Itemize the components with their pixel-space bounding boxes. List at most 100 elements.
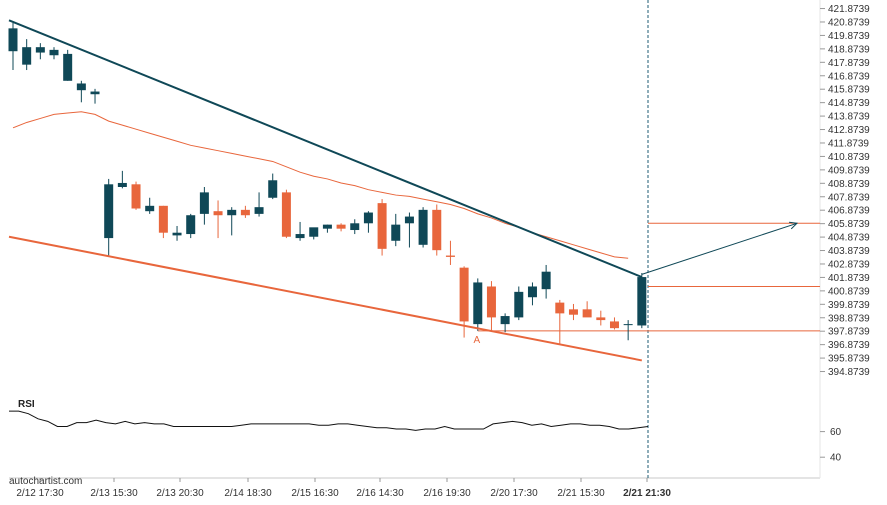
y-tick-label: 421.8739 bbox=[828, 4, 870, 15]
y-tick-label: 411.8739 bbox=[828, 138, 869, 149]
y-tick-label: 400.8739 bbox=[828, 286, 870, 297]
y-tick-label: 409.8739 bbox=[828, 165, 870, 176]
candle bbox=[445, 240, 455, 265]
candle-body bbox=[486, 286, 496, 318]
candle-body bbox=[131, 184, 141, 209]
axis-layer: 421.8739 420.8739 419.8739 418.8739 417.8739… bbox=[16, 4, 870, 499]
y-tick-label: 395.8739 bbox=[828, 354, 870, 365]
candle-body bbox=[172, 232, 182, 236]
candle bbox=[117, 170, 127, 189]
candle-body bbox=[363, 212, 373, 224]
y-tick-label: 394.8739 bbox=[828, 367, 870, 378]
candle bbox=[473, 278, 483, 331]
x-tick-label: 2/21 21:30 bbox=[623, 488, 671, 499]
candle-body bbox=[186, 215, 196, 235]
candle bbox=[186, 213, 196, 239]
candle bbox=[213, 200, 223, 239]
candle bbox=[486, 281, 496, 331]
candle bbox=[145, 197, 155, 214]
y-tick-label: 399.8739 bbox=[828, 300, 870, 311]
candle-body bbox=[527, 286, 537, 298]
candle-body bbox=[240, 209, 250, 216]
candle-body bbox=[637, 277, 647, 326]
candle-body bbox=[350, 223, 360, 231]
y-tick-label: 414.8739 bbox=[828, 98, 870, 109]
rsi-layer: 60 40 bbox=[9, 410, 842, 464]
x-tick-label: 2/13 20:30 bbox=[156, 488, 204, 499]
brand-logo-text: autochartist.com bbox=[9, 476, 82, 487]
candle-layer bbox=[8, 22, 647, 345]
y-tick-label: 405.8739 bbox=[828, 219, 870, 230]
projection-arrow-head bbox=[789, 221, 799, 230]
x-tick-label: 2/21 15:30 bbox=[557, 488, 605, 499]
candle-body bbox=[500, 316, 510, 325]
candle bbox=[336, 223, 346, 232]
candle-body bbox=[309, 227, 319, 237]
candle-body bbox=[117, 182, 127, 187]
candle bbox=[527, 282, 537, 306]
y-tick-label: 419.8739 bbox=[828, 31, 870, 42]
candle-body bbox=[609, 321, 619, 329]
grid-layer bbox=[9, 0, 821, 479]
support-trendline bbox=[8, 235, 643, 362]
rsi-title: RSI bbox=[18, 399, 35, 410]
candle-body bbox=[336, 224, 346, 229]
candle bbox=[377, 199, 387, 256]
candle bbox=[240, 205, 250, 218]
resistance-trendline bbox=[8, 19, 643, 278]
candle bbox=[391, 213, 401, 247]
candle bbox=[514, 286, 524, 321]
y-tick-label: 420.8739 bbox=[828, 17, 870, 28]
y-tick-label: 415.8739 bbox=[828, 85, 870, 96]
candle-body bbox=[623, 324, 633, 326]
candle-body bbox=[541, 271, 551, 290]
candle-body bbox=[8, 28, 18, 52]
y-tick-label: 413.8739 bbox=[828, 112, 870, 123]
candle bbox=[637, 273, 647, 329]
y-tick-label: 401.8739 bbox=[828, 273, 870, 284]
x-tick-label: 2/20 17:30 bbox=[490, 488, 538, 499]
candle bbox=[295, 221, 305, 241]
candle-body bbox=[90, 91, 100, 95]
candle bbox=[227, 207, 237, 236]
candle bbox=[254, 192, 264, 217]
candle bbox=[309, 227, 319, 240]
candle bbox=[623, 320, 633, 341]
candle bbox=[609, 317, 619, 330]
candle bbox=[350, 219, 360, 235]
candle bbox=[90, 88, 100, 104]
candle-body bbox=[145, 205, 155, 212]
x-tick-label: 2/16 19:30 bbox=[423, 488, 471, 499]
y-tick-label: 412.8739 bbox=[828, 125, 870, 136]
candle-body bbox=[418, 209, 428, 245]
y-tick-label: 396.8739 bbox=[828, 340, 870, 351]
y-tick-label: 402.8739 bbox=[828, 259, 870, 270]
candle-body bbox=[268, 180, 278, 198]
candle-body bbox=[158, 205, 168, 233]
candle bbox=[568, 303, 578, 321]
candle-body bbox=[473, 282, 483, 325]
candle bbox=[404, 212, 414, 248]
candle-body bbox=[459, 267, 469, 322]
candle-body bbox=[104, 184, 114, 239]
candle bbox=[22, 39, 32, 71]
candle bbox=[322, 224, 332, 233]
candle-body bbox=[254, 207, 264, 214]
candle-body bbox=[582, 309, 592, 318]
candle bbox=[131, 181, 141, 210]
y-tick-label: 410.8739 bbox=[828, 152, 870, 163]
candle-body bbox=[295, 234, 305, 239]
y-tick-label: 406.8739 bbox=[828, 206, 870, 217]
candle-body bbox=[63, 53, 73, 81]
y-tick-label: 397.8739 bbox=[828, 327, 870, 338]
y-tick-label: 398.8739 bbox=[828, 313, 870, 324]
candle bbox=[199, 186, 209, 225]
pattern-point-label: A bbox=[473, 335, 480, 346]
candle bbox=[104, 178, 114, 257]
candle-body bbox=[35, 47, 45, 53]
candle bbox=[281, 189, 291, 239]
candle bbox=[363, 211, 373, 233]
rsi-line bbox=[9, 410, 649, 431]
candle-body bbox=[322, 224, 332, 229]
